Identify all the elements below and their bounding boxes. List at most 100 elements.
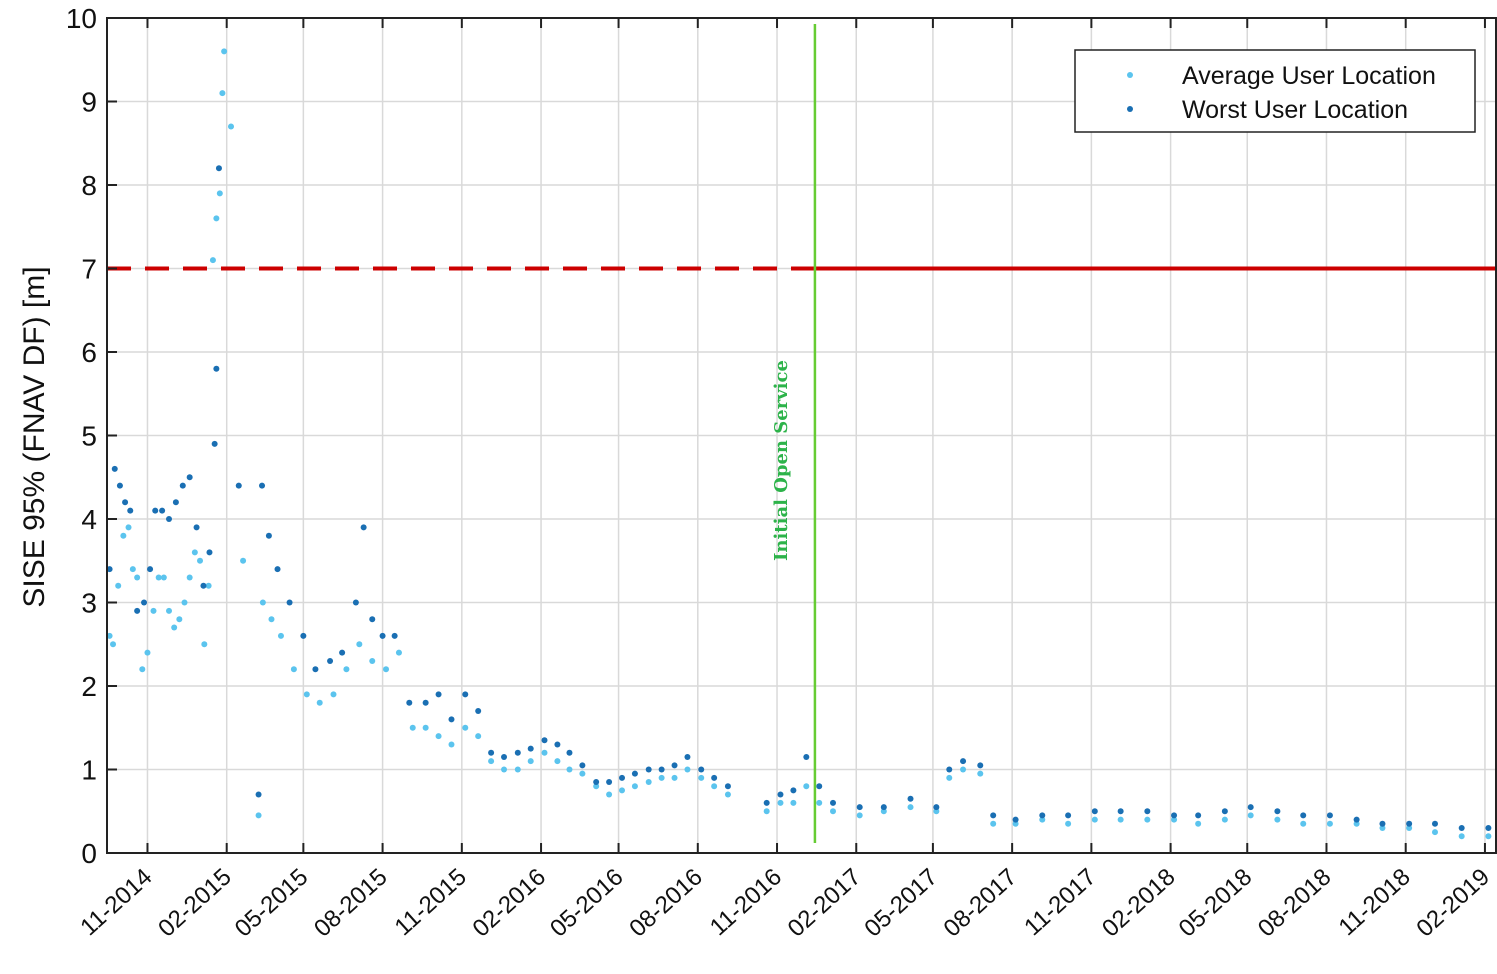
data-point [235,482,242,489]
data-point [240,557,247,564]
x-tick-label: 08-2016 [624,863,708,942]
data-point [462,691,469,698]
data-point [166,607,173,614]
data-point [724,783,731,790]
data-point [316,699,323,706]
data-point [255,791,262,798]
data-point [631,783,638,790]
data-point [960,758,967,765]
data-point [1431,829,1438,836]
data-point [1274,808,1281,815]
data-point [977,770,984,777]
data-point [383,666,390,673]
data-point [179,482,186,489]
legend-label: Worst User Location [1182,96,1408,124]
data-point [554,741,561,748]
data-point [1247,812,1254,819]
data-point [816,783,823,790]
data-point [541,749,548,756]
data-point [1485,833,1492,840]
y-tick-label: 3 [81,588,97,619]
data-point [274,566,281,573]
legend-marker [1127,72,1133,78]
x-tick-label: 02-2018 [1097,863,1181,942]
data-point [193,524,200,531]
data-point [369,616,376,623]
data-point [110,641,117,648]
data-point [1171,816,1178,823]
data-point [300,632,307,639]
marker-label: Initial Open Service [771,360,792,561]
data-point [579,770,586,777]
data-point [268,616,275,623]
data-point [1195,820,1202,827]
series-worst [106,165,1492,831]
data-point [330,691,337,698]
data-point [1195,812,1202,819]
data-point [816,799,823,806]
data-point [1117,808,1124,815]
y-tick-label: 2 [81,671,97,702]
data-point [880,808,887,815]
data-point [711,783,718,790]
data-point [115,582,122,589]
data-point [475,708,482,715]
data-point [1300,820,1307,827]
data-points [106,48,1492,840]
data-point [977,762,984,769]
data-point [219,90,226,97]
data-point [155,574,162,581]
data-point [803,753,810,760]
data-point [395,649,402,656]
data-point [1458,833,1465,840]
y-tick-label: 9 [81,87,97,118]
data-point [790,799,797,806]
data-point [1117,816,1124,823]
y-tick-label: 4 [81,504,97,535]
data-point [907,804,914,811]
data-point [422,699,429,706]
data-point [150,607,157,614]
data-point [448,741,455,748]
data-point [566,766,573,773]
y-tick-label: 0 [81,838,97,869]
data-point [1431,820,1438,827]
data-point [777,791,784,798]
data-point [1144,808,1151,815]
data-point [228,123,235,130]
data-point [763,799,770,806]
data-point [606,791,613,798]
data-point [209,257,216,264]
data-point [141,599,148,606]
data-point [645,766,652,773]
x-tick-label: 11-2018 [1334,863,1416,941]
series-average [106,48,1492,840]
data-point [197,557,204,564]
legend-label: Average User Location [1182,62,1436,90]
legend-marker [1127,106,1133,112]
data-point [213,215,220,222]
x-tick-label: 02-2017 [783,863,867,942]
x-tick-label: 02-2019 [1411,863,1495,942]
data-point [619,787,626,794]
x-tick-label: 11-2014 [75,863,157,941]
y-tick-label: 10 [66,3,97,34]
data-point [684,753,691,760]
data-point [566,749,573,756]
data-point [856,812,863,819]
data-point [1091,816,1098,823]
x-tick-label: 08-2017 [939,863,1023,942]
data-point [1039,812,1046,819]
data-point [159,507,166,514]
data-point [462,724,469,731]
data-point [379,632,386,639]
data-point [360,524,367,531]
data-point [1326,812,1333,819]
y-tick-label: 8 [81,170,97,201]
data-point [645,779,652,786]
data-point [1353,820,1360,827]
data-point [1326,820,1333,827]
data-point [176,616,183,623]
x-tick-label: 02-2016 [468,863,552,942]
